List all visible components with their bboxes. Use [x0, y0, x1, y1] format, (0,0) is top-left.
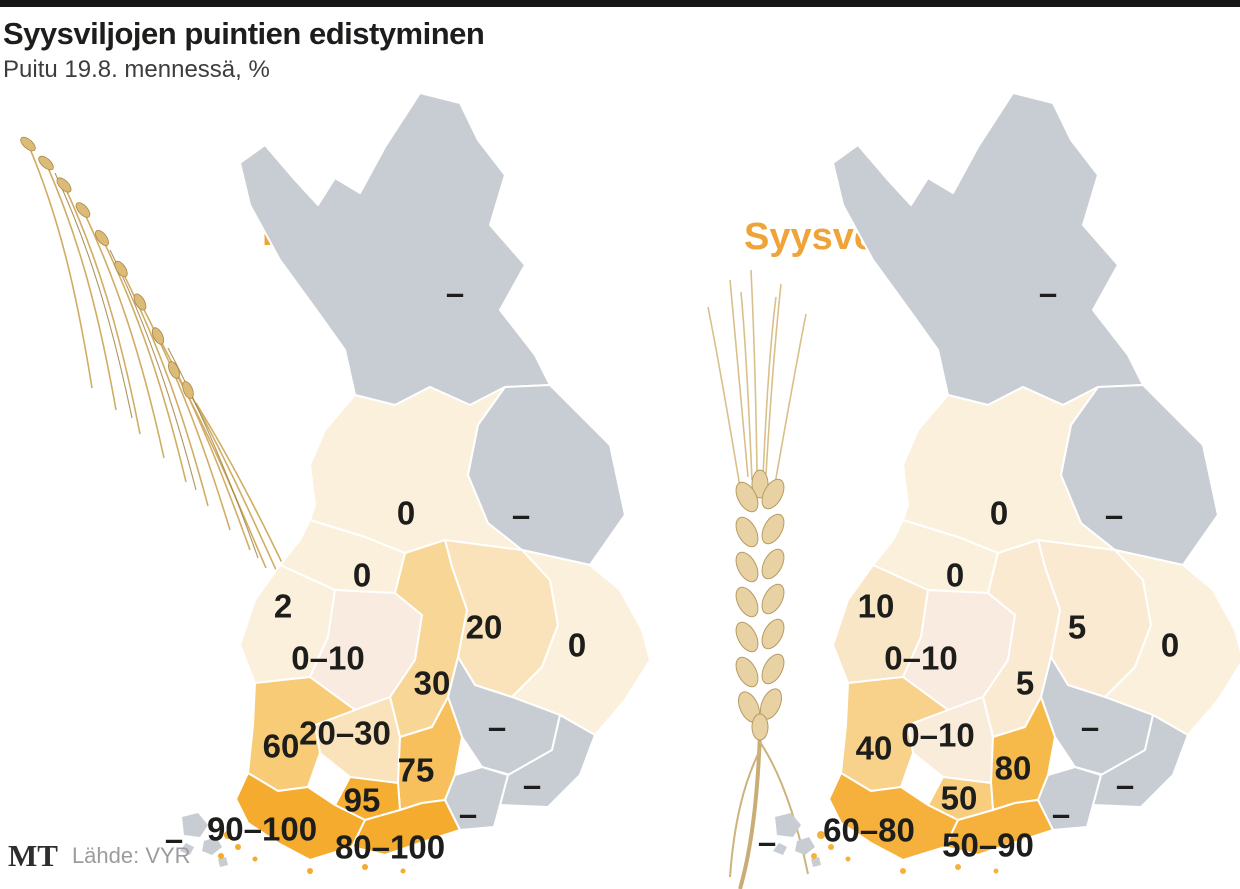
region-uusimaa: [944, 799, 1054, 856]
value-label-kanta-hame: 95: [344, 782, 381, 819]
page-subtitle: Puitu 19.8. mennessä, %: [3, 56, 270, 83]
value-label-etela-savo: –: [1081, 709, 1099, 746]
value-label-kymenlaakso: –: [459, 796, 477, 833]
value-label-etela-karjala: –: [1116, 767, 1134, 804]
value-label-pohjanmaa: 2: [274, 588, 292, 625]
value-label-pohjois-karjala: 0: [1161, 627, 1179, 664]
value-label-satakunta: 40: [856, 730, 893, 767]
archipelago-dots: [811, 831, 999, 874]
region-satakunta: [247, 676, 356, 792]
value-label-paijat-hame: 75: [398, 752, 435, 789]
value-label-kainuu: –: [512, 497, 530, 534]
value-label-paijat-hame: 80: [995, 750, 1032, 787]
value-label-kymenlaakso: –: [1052, 796, 1070, 833]
archipelago-dots: [218, 831, 406, 874]
island-dot: [362, 864, 368, 870]
region-kymenlaakso: [444, 766, 509, 831]
value-label-varsinais-suomi: 60–80: [823, 812, 915, 849]
island-dot: [252, 856, 258, 862]
island-dot: [307, 868, 313, 874]
island-dot: [993, 868, 999, 874]
island-dot: [817, 831, 825, 839]
value-label-uusimaa: 80–100: [335, 829, 445, 866]
value-label-pohjois-pohjanmaa: 0: [397, 495, 415, 532]
value-label-pohjois-savo: 20: [466, 609, 503, 646]
footer: MT Lähde: VYR: [8, 838, 191, 874]
value-label-kainuu: –: [1105, 497, 1123, 534]
value-label-kanta-hame: 50: [941, 780, 978, 817]
value-label-uusimaa: 50–90: [942, 827, 1034, 864]
value-label-pohjois-pohjanmaa: 0: [990, 495, 1008, 532]
region-kymenlaakso: [1037, 766, 1102, 831]
top-bar: [0, 0, 1240, 7]
island-dot: [811, 853, 817, 859]
value-label-etela-savo: –: [488, 709, 506, 746]
source-label: Lähde: VYR: [71, 843, 191, 868]
value-label-ahvenanmaa: –: [758, 824, 776, 861]
island-dot: [900, 868, 906, 874]
brand-logo: MT: [8, 838, 58, 873]
value-label-varsinais-suomi: 90–100: [207, 811, 317, 848]
island-dot: [400, 868, 406, 874]
value-label-satakunta: 60: [263, 728, 300, 765]
island-dot: [955, 864, 961, 870]
map-ruis: – 0 – 0 2 0–10 20 0 30 – 20–30 60 75 95 …: [165, 92, 651, 874]
region-ahvenanmaa: [180, 813, 228, 867]
value-label-keski-suomi: 30: [414, 665, 451, 702]
region-uusimaa: [351, 799, 461, 856]
island-dot: [828, 844, 834, 850]
value-label-pirkanmaa: 20–30: [299, 715, 391, 752]
value-label-lappi: –: [446, 275, 464, 312]
value-label-ahvenanmaa: –: [165, 821, 183, 858]
region-ahvenanmaa: [773, 813, 821, 867]
value-label-pirkanmaa: 0–10: [901, 717, 974, 754]
region-etela-karjala: [1092, 714, 1189, 808]
page-title: Syysviljojen puintien edistyminen: [3, 16, 485, 51]
map-syysvehna: – 0 – 0 10 0–10 5 0 5 – 0–10 40 80 50 – …: [758, 92, 1240, 874]
island-dot: [218, 853, 224, 859]
island-dot: [224, 831, 232, 839]
wheat-ear-illustration: [707, 269, 809, 889]
value-label-etela-pohjanmaa: 0–10: [884, 640, 957, 677]
value-label-lappi: –: [1039, 275, 1057, 312]
value-label-pohjanmaa: 10: [858, 588, 895, 625]
region-lappi: [832, 92, 1144, 406]
value-label-keski-pohjanmaa: 0: [353, 557, 371, 594]
value-label-keski-pohjanmaa: 0: [946, 557, 964, 594]
value-label-etela-karjala: –: [523, 767, 541, 804]
rye-ear-illustration: [20, 136, 296, 591]
region-satakunta: [840, 676, 949, 792]
value-label-pohjois-karjala: 0: [568, 627, 586, 664]
island-dot: [845, 856, 851, 862]
island-dot: [235, 844, 241, 850]
region-etela-karjala: [499, 714, 596, 808]
value-label-keski-suomi: 5: [1016, 665, 1034, 702]
value-label-etela-pohjanmaa: 0–10: [291, 640, 364, 677]
region-lappi: [239, 92, 551, 406]
value-label-pohjois-savo: 5: [1068, 609, 1086, 646]
